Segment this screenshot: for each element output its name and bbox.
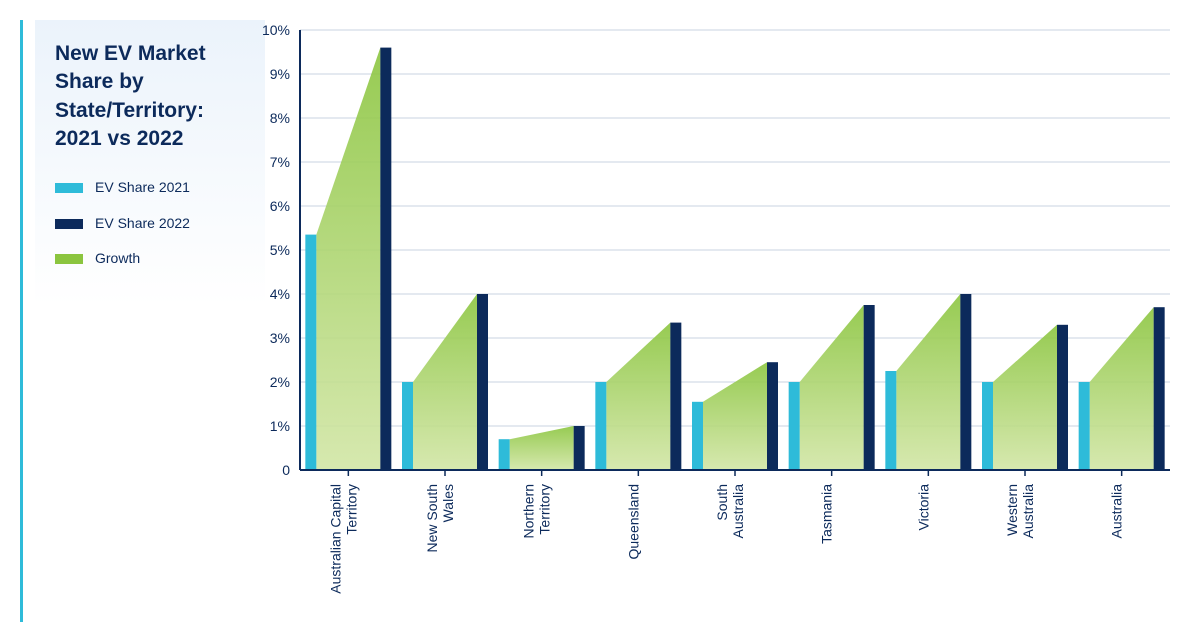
- y-tick-label: 3%: [270, 330, 290, 346]
- y-tick-label: 8%: [270, 110, 290, 126]
- bar-ev2022: [574, 426, 585, 470]
- sidebar: New EV Market Share by State/Territory: …: [35, 20, 265, 306]
- legend-swatch-growth: [55, 254, 83, 264]
- bar-ev2021: [305, 235, 316, 470]
- legend-item-ev2021: EV Share 2021: [55, 179, 255, 197]
- y-tick-label: 4%: [270, 286, 290, 302]
- legend-label-ev2022: EV Share 2022: [95, 215, 190, 233]
- legend-swatch-ev2021: [55, 183, 83, 193]
- growth-area: [606, 323, 670, 470]
- y-tick-label: 10%: [262, 22, 290, 38]
- bar-ev2021: [595, 382, 606, 470]
- legend: EV Share 2021 EV Share 2022 Growth: [55, 179, 255, 268]
- bar-ev2021: [692, 402, 703, 470]
- legend-item-ev2022: EV Share 2022: [55, 215, 255, 233]
- bar-ev2022: [1154, 307, 1165, 470]
- growth-area: [800, 305, 864, 470]
- legend-item-growth: Growth: [55, 250, 255, 268]
- x-tick-label: Australian CapitalTerritory: [327, 484, 359, 594]
- bar-ev2021: [1079, 382, 1090, 470]
- x-tick-label: NorthernTerritory: [521, 484, 553, 538]
- growth-area: [993, 325, 1057, 470]
- legend-label-growth: Growth: [95, 250, 140, 268]
- growth-area: [1090, 307, 1154, 470]
- title-line: 2021 vs 2022: [55, 127, 183, 150]
- y-tick-label: 1%: [270, 418, 290, 434]
- x-tick-label: Queensland: [625, 484, 641, 560]
- x-tick-label: SouthAustralia: [714, 484, 746, 539]
- bar-ev2021: [982, 382, 993, 470]
- title-line: New EV Market: [55, 42, 206, 65]
- bar-ev2022: [380, 48, 391, 470]
- y-tick-label: 9%: [270, 66, 290, 82]
- y-tick-label: 6%: [270, 198, 290, 214]
- bar-ev2021: [789, 382, 800, 470]
- bar-ev2021: [885, 371, 896, 470]
- title-line: State/Territory:: [55, 99, 204, 122]
- bar-ev2022: [767, 362, 778, 470]
- legend-label-ev2021: EV Share 2021: [95, 179, 190, 197]
- growth-area: [896, 294, 960, 470]
- accent-rule: [20, 20, 23, 622]
- y-tick-label: 2%: [270, 374, 290, 390]
- growth-area: [703, 362, 767, 470]
- growth-area: [316, 48, 380, 470]
- x-tick-label: Victoria: [915, 484, 931, 531]
- x-tick-label: New SouthWales: [424, 484, 456, 552]
- bar-ev2022: [864, 305, 875, 470]
- y-tick-label: 0: [282, 462, 290, 478]
- chart-title: New EV Market Share by State/Territory: …: [55, 40, 255, 153]
- y-tick-label: 7%: [270, 154, 290, 170]
- x-tick-label: Australia: [1109, 484, 1125, 539]
- bar-ev2022: [670, 323, 681, 470]
- bar-ev2022: [477, 294, 488, 470]
- chart-svg: 0 1% 2% 3% 4% 5% 6% 7% 8% 9% 10% Australian Capital…: [250, 20, 1180, 620]
- growth-area: [413, 294, 477, 470]
- bar-ev2022: [960, 294, 971, 470]
- x-tick-label: Tasmania: [819, 484, 835, 544]
- legend-swatch-ev2022: [55, 219, 83, 229]
- bar-ev2021: [499, 439, 510, 470]
- x-tick-label: WesternAustralia: [1004, 484, 1036, 539]
- y-tick-label: 5%: [270, 242, 290, 258]
- bar-ev2021: [402, 382, 413, 470]
- bar-ev2022: [1057, 325, 1068, 470]
- title-line: Share by: [55, 70, 144, 93]
- chart-area: 0 1% 2% 3% 4% 5% 6% 7% 8% 9% 10% Australian Capital…: [250, 20, 1180, 622]
- growth-area: [510, 426, 574, 470]
